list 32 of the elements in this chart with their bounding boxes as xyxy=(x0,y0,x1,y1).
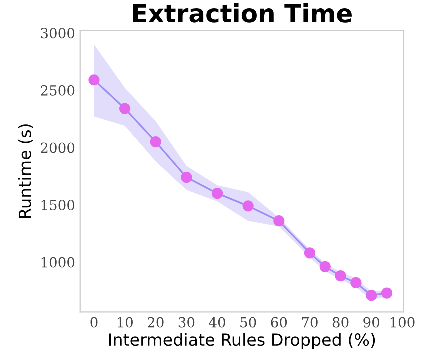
x-tick-label: 40 xyxy=(209,317,226,328)
x-tick-label: 60 xyxy=(271,317,288,328)
x-tick-label: 70 xyxy=(302,317,318,328)
y-tick-label: 2000 xyxy=(41,142,75,154)
point xyxy=(335,270,346,282)
point xyxy=(274,216,285,227)
point xyxy=(150,136,162,148)
y-tick-label: 1500 xyxy=(42,200,75,211)
point xyxy=(350,277,362,289)
point xyxy=(181,172,192,184)
point xyxy=(212,188,224,200)
y-tick-label: 2500 xyxy=(41,85,75,96)
x-tick-label: 20 xyxy=(148,317,164,328)
point xyxy=(88,74,100,86)
point xyxy=(304,248,316,259)
point xyxy=(242,200,254,212)
chart-title: Extraction Time xyxy=(133,4,352,23)
x-tick-label: 100 xyxy=(390,317,415,328)
x-tick-label: 50 xyxy=(240,317,256,328)
y-axis-title: Runtime (s) xyxy=(18,124,34,218)
y-tick-label: 3000 xyxy=(41,28,75,39)
point xyxy=(381,288,393,299)
x-tick-label: 10 xyxy=(118,317,133,328)
x-tick-label: 30 xyxy=(178,317,195,328)
point xyxy=(320,261,331,272)
x-tick-label: 90 xyxy=(364,317,380,328)
x-axis-title: Intermediate Rules Dropped (%) xyxy=(109,333,376,350)
point xyxy=(366,290,378,302)
x-tick-label: 80 xyxy=(332,317,349,328)
x-tick-label: 0 xyxy=(90,317,98,328)
y-tick-label: 1000 xyxy=(42,257,75,268)
point xyxy=(120,103,131,114)
